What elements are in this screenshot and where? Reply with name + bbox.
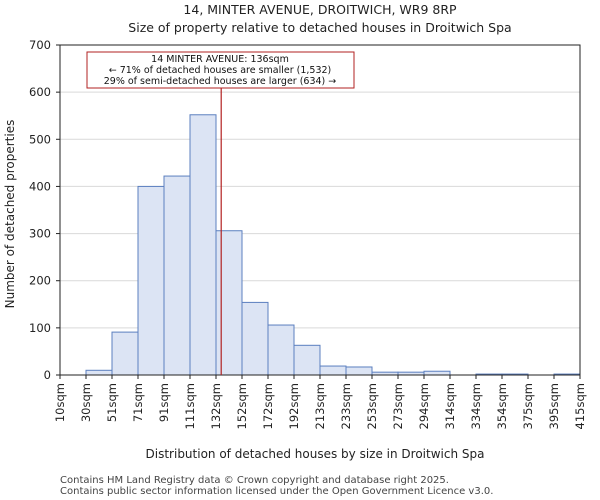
footer-line-2: Contains public sector information licen… bbox=[60, 486, 493, 497]
y-tick-label: 600 bbox=[29, 85, 51, 99]
x-tick-label: 253sqm bbox=[365, 383, 379, 429]
bar-71sqm bbox=[137, 185, 165, 376]
y-tick-label: 200 bbox=[29, 274, 51, 288]
y-tick-label: 100 bbox=[29, 321, 51, 335]
x-tick-label: 152sqm bbox=[235, 383, 249, 429]
bar-91sqm bbox=[163, 175, 191, 376]
y-tick-label: 700 bbox=[29, 38, 51, 52]
bar-233sqm bbox=[345, 366, 373, 376]
bar-111sqm bbox=[189, 114, 217, 376]
x-tick-label: 91sqm bbox=[157, 383, 171, 422]
x-tick-label: 172sqm bbox=[261, 383, 275, 429]
y-tick-label: 400 bbox=[29, 179, 51, 193]
bar-51sqm bbox=[111, 331, 139, 376]
x-tick-label: 233sqm bbox=[339, 383, 353, 429]
y-tick-label: 0 bbox=[44, 368, 51, 382]
bar-132sqm bbox=[215, 230, 243, 376]
x-tick-label: 213sqm bbox=[313, 383, 327, 429]
x-tick-label: 294sqm bbox=[417, 383, 431, 429]
x-tick-label: 395sqm bbox=[547, 383, 561, 429]
x-tick-label: 111sqm bbox=[183, 383, 197, 429]
x-tick-label: 71sqm bbox=[131, 383, 145, 422]
y-tick-label: 300 bbox=[29, 227, 51, 241]
bar-213sqm bbox=[319, 365, 347, 376]
bar-30sqm bbox=[85, 369, 113, 376]
x-tick-label: 375sqm bbox=[521, 383, 535, 429]
x-axis-ticks: 10sqm 30sqm 51sqm 71sqm 91sqm 111sqm 132sqm 152… bbox=[53, 375, 587, 429]
x-tick-label: 10sqm bbox=[53, 383, 67, 422]
footer-line-1: Contains HM Land Registry data © Crown c… bbox=[60, 475, 449, 486]
x-tick-label: 314sqm bbox=[443, 383, 457, 429]
chart-subtitle: Size of property relative to detached ho… bbox=[128, 20, 511, 35]
y-axis-label: Number of detached properties bbox=[3, 120, 17, 309]
x-tick-label: 30sqm bbox=[79, 383, 93, 422]
annotation-box: 14 MINTER AVENUE: 136sqm ← 71% of detach… bbox=[86, 51, 355, 89]
x-tick-label: 132sqm bbox=[209, 383, 223, 429]
annotation-line-2: ← 71% of detached houses are smaller (1,… bbox=[109, 65, 332, 76]
x-tick-label: 273sqm bbox=[391, 383, 405, 429]
bars bbox=[85, 114, 581, 376]
bar-152sqm bbox=[241, 301, 269, 376]
bar-294sqm bbox=[423, 370, 451, 376]
y-tick-label: 500 bbox=[29, 132, 51, 146]
x-tick-label: 192sqm bbox=[287, 383, 301, 429]
bar-172sqm bbox=[267, 324, 295, 376]
annotation-frame bbox=[86, 51, 355, 89]
bar-192sqm bbox=[293, 344, 321, 376]
y-axis-ticks: 0 100 200 300 400 500 600 700 bbox=[29, 38, 60, 382]
x-tick-label: 354sqm bbox=[495, 383, 509, 429]
x-tick-label: 415sqm bbox=[573, 383, 587, 429]
annotation-line-1: 14 MINTER AVENUE: 136sqm bbox=[151, 54, 289, 65]
x-tick-label: 334sqm bbox=[469, 383, 483, 429]
plot-frame bbox=[59, 44, 581, 376]
chart-title: 14, MINTER AVENUE, DROITWICH, WR9 8RP bbox=[183, 2, 457, 17]
x-tick-label: 51sqm bbox=[105, 383, 119, 422]
x-axis-label: Distribution of detached houses by size … bbox=[146, 447, 485, 461]
annotation-line-3: 29% of semi-detached houses are larger (… bbox=[104, 76, 337, 87]
